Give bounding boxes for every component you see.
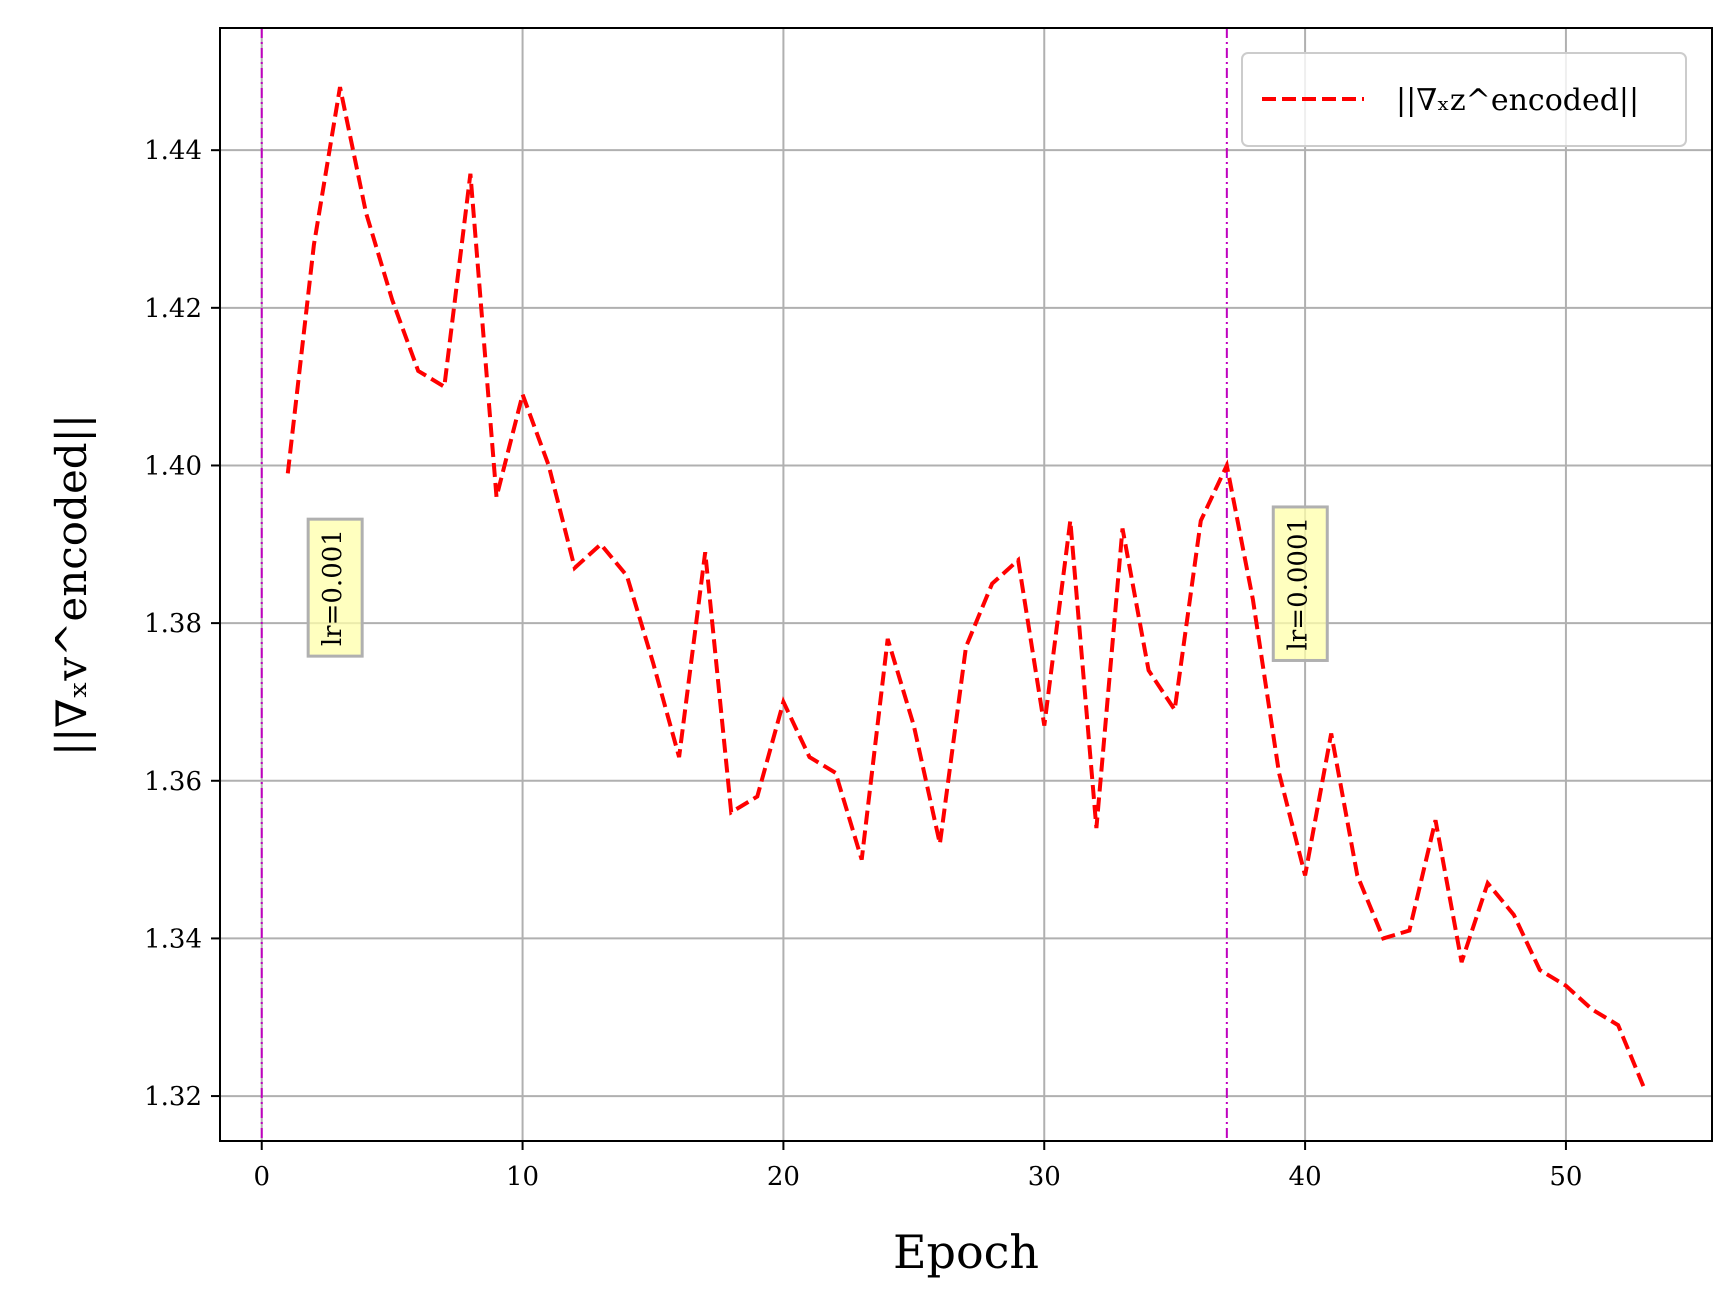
x-tick-label: 20 [767,1162,800,1192]
y-tick-label: 1.44 [144,136,202,166]
x-axis-label: Epoch [893,1225,1039,1279]
y-axis-ticks: 1.32 1.34 1.36 1.38 1.40 1.42 1.44 [144,136,220,1112]
y-tick-label: 1.40 [144,451,202,481]
lr-annotation: lr=0.001 [306,517,364,658]
legend-box [1241,52,1687,147]
y-tick-label: 1.38 [144,609,202,639]
y-tick-label: 1.34 [144,924,202,954]
x-tick-label: 30 [1028,1162,1061,1192]
lr-annotation: lr=0.0001 [1271,505,1329,662]
y-tick-label: 1.36 [144,767,202,797]
series-line [285,86,1647,1089]
x-tick-label: 40 [1289,1162,1322,1192]
annotations: lr=0.001 lr=0.0001 [306,505,1329,662]
lr-annotation-label: lr=0.001 [318,529,348,646]
lr-annotation-box [306,517,364,658]
x-axis-ticks: 0 10 20 30 40 50 [253,1141,1582,1192]
learning-rate-markers [260,28,1228,1141]
x-tick-label: 10 [506,1162,539,1192]
y-tick-label: 1.42 [144,294,202,324]
legend-entry-label: ||∇ₓz^encoded|| [1396,83,1639,118]
x-tick-label: 0 [253,1162,270,1192]
x-tick-label: 50 [1549,1162,1582,1192]
y-tick-label: 1.32 [144,1082,202,1112]
lr-annotation-box [1271,505,1329,662]
legend: ||∇ₓz^encoded|| [1241,52,1687,147]
series-layer [285,86,1647,1089]
lr-annotation-label: lr=0.0001 [1283,517,1313,651]
plot-frame [219,27,1713,1142]
y-axis-label: ||∇ₓv^encoded|| [47,414,96,756]
